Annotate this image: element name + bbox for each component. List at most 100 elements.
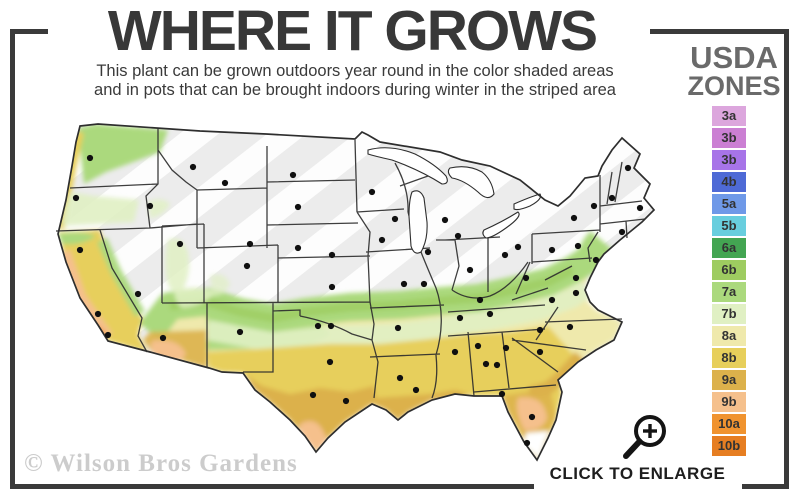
lake-michigan	[408, 190, 428, 254]
page-title: WHERE IT GROWS	[107, 0, 598, 63]
legend-zone-swatch: 10b	[712, 436, 746, 456]
city-dot	[548, 246, 556, 254]
city-dot	[572, 274, 580, 282]
city-dot	[328, 251, 336, 259]
city-dot	[424, 248, 432, 256]
legend-title-line1: USDA	[690, 40, 778, 75]
city-dot	[590, 202, 598, 210]
watermark: © Wilson Bros Gardens	[24, 450, 298, 477]
city-dot	[327, 322, 335, 330]
legend-zone-swatch: 10a	[712, 414, 746, 434]
city-dot	[514, 243, 522, 251]
city-dots	[72, 154, 644, 447]
city-dot	[394, 324, 402, 332]
city-dot	[574, 242, 582, 250]
city-dot	[309, 391, 317, 399]
city-dot	[326, 358, 334, 366]
city-dot	[400, 280, 408, 288]
city-dot	[189, 163, 197, 171]
city-dot	[368, 188, 376, 196]
city-dot	[476, 296, 484, 304]
frame-bottom-left	[10, 484, 534, 489]
city-dot	[328, 283, 336, 291]
legend-zone-swatch: 8a	[712, 326, 746, 346]
frame-top-left	[10, 29, 48, 34]
city-dot	[72, 194, 80, 202]
city-dot	[592, 256, 600, 264]
lake-superior	[367, 147, 448, 185]
usda-zones-map[interactable]	[15, 110, 670, 485]
city-dot	[342, 397, 350, 405]
legend-zone-swatch: 9a	[712, 370, 746, 390]
magnifier-plus-icon[interactable]	[618, 410, 680, 466]
city-dot	[523, 439, 531, 447]
city-dot	[289, 171, 297, 179]
city-dot	[451, 348, 459, 356]
city-dot	[493, 361, 501, 369]
city-dot	[456, 314, 464, 322]
city-dot	[294, 203, 302, 211]
legend-zone-swatch: 3b	[712, 128, 746, 148]
city-dot	[502, 344, 510, 352]
great-lakes	[367, 147, 542, 254]
city-dot	[466, 266, 474, 274]
city-dot	[176, 240, 184, 248]
frame-bottom-right	[742, 484, 789, 489]
city-dot	[570, 214, 578, 222]
city-dot	[522, 274, 530, 282]
city-dot	[236, 328, 244, 336]
legend-zone-swatch: 3a	[712, 106, 746, 126]
city-dot	[636, 204, 644, 212]
city-dot	[221, 179, 229, 187]
city-dot	[618, 228, 626, 236]
city-dot	[536, 348, 544, 356]
city-dot	[412, 386, 420, 394]
city-dot	[548, 296, 556, 304]
legend-zone-swatch: 8b	[712, 348, 746, 368]
city-dot	[76, 246, 84, 254]
city-dot	[396, 374, 404, 382]
frame-left	[10, 29, 15, 489]
map-color-zones	[58, 124, 622, 460]
city-dot	[94, 310, 102, 318]
legend-zone-swatch: 3b	[712, 150, 746, 170]
city-dot	[391, 215, 399, 223]
legend-zone-swatch: 4b	[712, 172, 746, 192]
frame-top-right	[650, 29, 789, 34]
city-dot	[501, 251, 509, 259]
city-dot	[294, 244, 302, 252]
city-dot	[572, 289, 580, 297]
click-to-enlarge-button[interactable]: CLICK TO ENLARGE	[549, 464, 726, 483]
city-dot	[378, 236, 386, 244]
city-dot	[528, 413, 536, 421]
city-dot	[146, 202, 154, 210]
legend-zone-swatch: 7a	[712, 282, 746, 302]
lake-ontario	[513, 193, 542, 211]
legend-zone-swatch: 6a	[712, 238, 746, 258]
lake-huron	[447, 166, 495, 199]
city-dot	[454, 232, 462, 240]
frame-right	[784, 29, 789, 489]
city-dot	[246, 240, 254, 248]
city-dot	[243, 262, 251, 270]
legend-title-line2: ZONES	[687, 71, 781, 101]
city-dot	[474, 342, 482, 350]
legend-title: USDA ZONES	[678, 40, 790, 101]
city-dot	[624, 164, 632, 172]
city-dot	[314, 322, 322, 330]
legend-zone-swatch: 7b	[712, 304, 746, 324]
city-dot	[420, 280, 428, 288]
legend-zone-swatch: 6b	[712, 260, 746, 280]
subtitle-line1: This plant can be grown outdoors year ro…	[96, 62, 614, 80]
lake-erie	[482, 211, 520, 239]
city-dot	[608, 194, 616, 202]
usda-zones-legend: 3a 3b 3b 4b 5a 5b 6a 6b 7a 7b 8a 8b 9a 9b 10a 10b	[712, 106, 746, 458]
city-dot	[566, 323, 574, 331]
legend-zone-swatch: 5a	[712, 194, 746, 214]
city-dot	[86, 154, 94, 162]
legend-zone-swatch: 5b	[712, 216, 746, 236]
city-dot	[159, 334, 167, 342]
legend-zone-swatch: 9b	[712, 392, 746, 412]
subtitle-line2: and in pots that can be brought indoors …	[94, 81, 616, 99]
